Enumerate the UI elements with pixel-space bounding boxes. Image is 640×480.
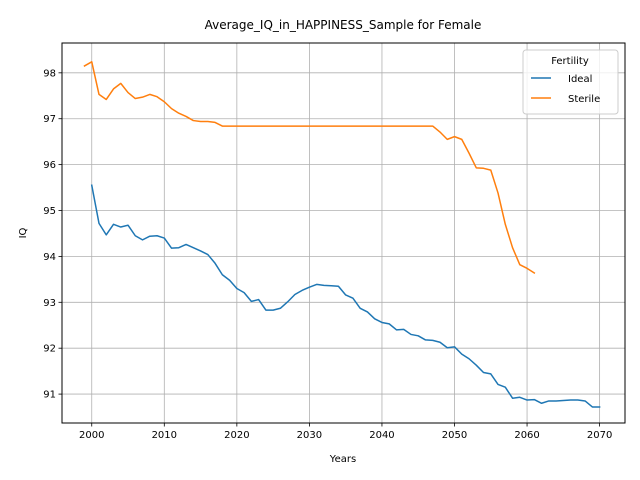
chart-title: Average_IQ_in_HAPPINESS_Sample for Femal… bbox=[205, 18, 482, 32]
y-tick-label: 92 bbox=[43, 344, 56, 355]
y-tick-label: 96 bbox=[43, 160, 56, 171]
legend: Fertility Ideal Sterile bbox=[522, 49, 619, 115]
plot-frame bbox=[61, 42, 626, 424]
legend-label-ideal: Ideal bbox=[568, 74, 592, 85]
x-tick-label: 2040 bbox=[369, 430, 394, 441]
x-tick-label: 2050 bbox=[442, 430, 467, 441]
x-axis-label: Years bbox=[329, 454, 356, 465]
y-tick-label: 98 bbox=[43, 68, 56, 79]
series-line-sterile bbox=[83, 61, 536, 274]
x-tick-label: 2010 bbox=[152, 430, 177, 441]
series-lines bbox=[83, 61, 601, 408]
y-tick-label: 91 bbox=[43, 390, 56, 401]
y-tick-label: 94 bbox=[43, 252, 56, 263]
y-tick-label: 97 bbox=[43, 114, 56, 125]
y-tick-label: 93 bbox=[43, 298, 56, 309]
legend-label-sterile: Sterile bbox=[568, 94, 600, 105]
x-tick-label: 2000 bbox=[79, 430, 104, 441]
series-line-ideal bbox=[90, 184, 601, 408]
x-tick-label: 2060 bbox=[514, 430, 539, 441]
y-tick-label: 95 bbox=[43, 206, 56, 217]
y-axis-label: IQ bbox=[18, 227, 29, 238]
legend-title: Fertility bbox=[551, 56, 589, 67]
y-axis: 91 92 93 94 95 96 97 98 bbox=[43, 68, 62, 401]
x-tick-label: 2020 bbox=[224, 430, 249, 441]
x-axis: 2000 2010 2020 2030 2040 2050 2060 2070 bbox=[79, 423, 612, 441]
x-tick-label: 2070 bbox=[587, 430, 612, 441]
x-tick-label: 2030 bbox=[297, 430, 322, 441]
